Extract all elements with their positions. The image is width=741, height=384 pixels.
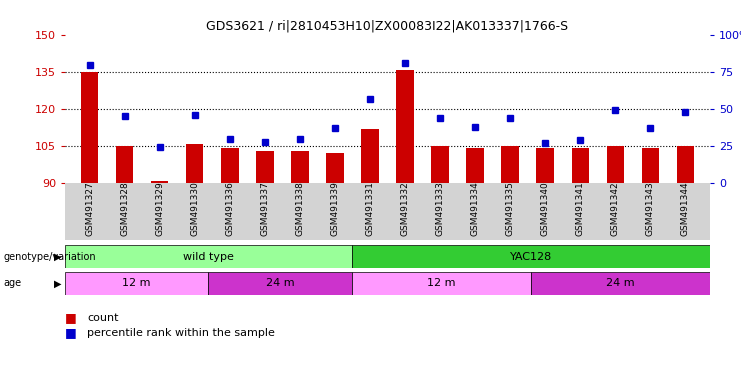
Bar: [186, 144, 204, 183]
Bar: [151, 180, 168, 183]
Bar: [536, 149, 554, 183]
Text: wild type: wild type: [183, 252, 233, 262]
FancyBboxPatch shape: [352, 245, 710, 268]
Text: genotype/variation: genotype/variation: [4, 252, 96, 262]
Text: 12 m: 12 m: [427, 278, 456, 288]
FancyBboxPatch shape: [65, 245, 352, 268]
FancyBboxPatch shape: [208, 272, 352, 295]
FancyBboxPatch shape: [531, 272, 710, 295]
Text: count: count: [87, 313, 119, 323]
Bar: [431, 146, 449, 183]
Bar: [116, 146, 133, 183]
Bar: [291, 151, 309, 183]
Bar: [642, 149, 659, 183]
Text: ■: ■: [65, 326, 77, 339]
Bar: [502, 146, 519, 183]
Text: 12 m: 12 m: [122, 278, 151, 288]
Bar: [81, 72, 99, 183]
FancyBboxPatch shape: [352, 272, 531, 295]
Text: ▶: ▶: [54, 278, 62, 288]
Bar: [221, 149, 239, 183]
Bar: [571, 149, 589, 183]
Bar: [607, 146, 624, 183]
Text: ▶: ▶: [54, 252, 62, 262]
Bar: [396, 70, 413, 183]
Title: GDS3621 / ri|2810453H10|ZX00083I22|AK013337|1766-S: GDS3621 / ri|2810453H10|ZX00083I22|AK013…: [207, 20, 568, 32]
Text: percentile rank within the sample: percentile rank within the sample: [87, 328, 275, 338]
Bar: [466, 149, 484, 183]
Text: 24 m: 24 m: [606, 278, 635, 288]
Text: YAC128: YAC128: [510, 252, 552, 262]
Text: 24 m: 24 m: [266, 278, 294, 288]
Bar: [677, 146, 694, 183]
Bar: [361, 129, 379, 183]
FancyBboxPatch shape: [65, 272, 208, 295]
Text: ■: ■: [65, 311, 77, 324]
Bar: [326, 153, 344, 183]
Bar: [256, 151, 273, 183]
Text: age: age: [4, 278, 21, 288]
